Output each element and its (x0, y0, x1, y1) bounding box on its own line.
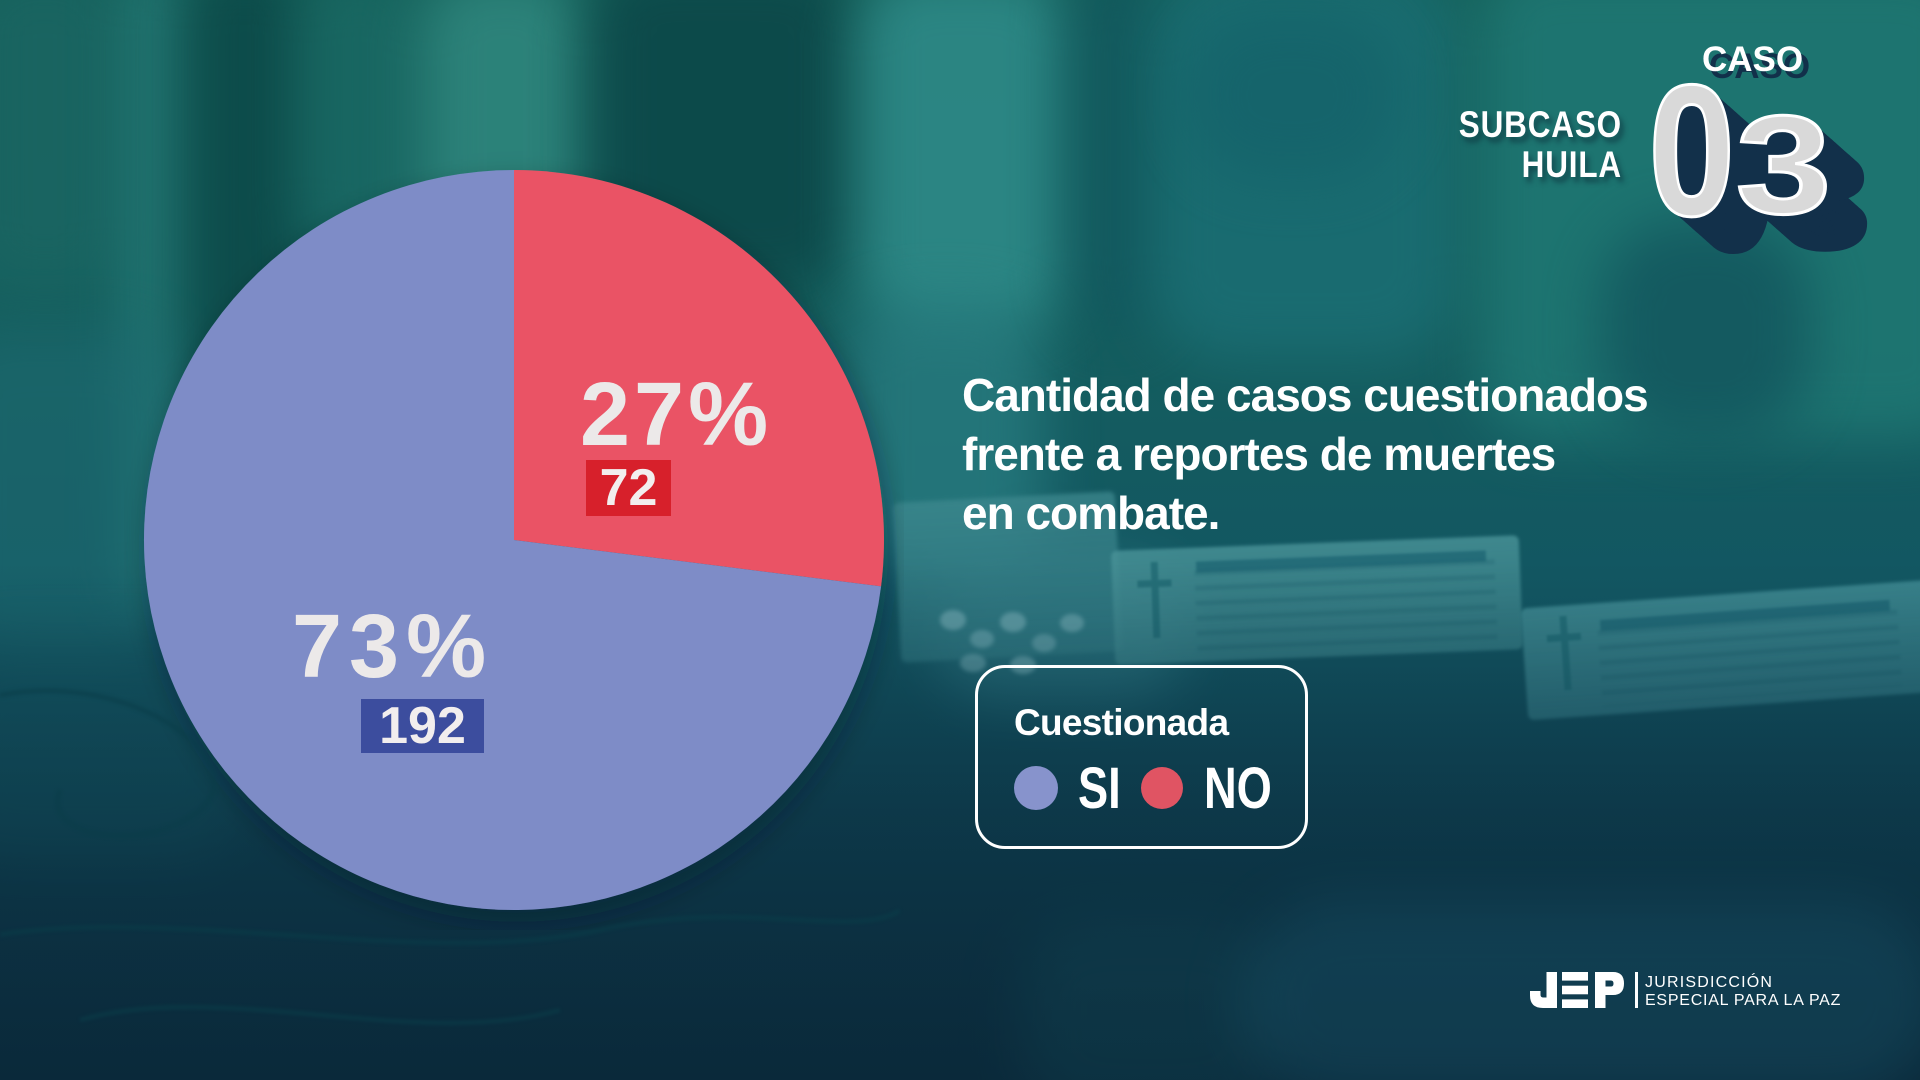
svg-text:3: 3 (1757, 106, 1853, 262)
svg-text:0: 0 (1683, 77, 1770, 280)
svg-text:3: 3 (1739, 90, 1835, 246)
svg-text:0: 0 (1666, 61, 1753, 271)
svg-text:3: 3 (1736, 87, 1832, 243)
svg-text:0: 0 (1648, 46, 1735, 256)
svg-text:0: 0 (1655, 52, 1742, 262)
svg-text:0: 0 (1673, 67, 1760, 277)
svg-text:3: 3 (1774, 121, 1870, 277)
svg-text:0: 0 (1648, 46, 1735, 256)
svg-text:3: 3 (1753, 103, 1849, 259)
svg-text:0: 0 (1669, 64, 1756, 274)
svg-text:3: 3 (1746, 96, 1842, 252)
svg-text:0: 0 (1659, 55, 1746, 265)
svg-text:3: 3 (1778, 124, 1874, 280)
svg-text:3: 3 (1750, 99, 1846, 255)
svg-text:0: 0 (1690, 83, 1777, 280)
svg-text:3: 3 (1767, 115, 1863, 271)
svg-text:JURISDICCIÓN: JURISDICCIÓN (1645, 972, 1773, 991)
svg-text:ESPECIAL PARA LA PAZ: ESPECIAL PARA LA PAZ (1645, 992, 1841, 1009)
svg-text:3: 3 (1736, 87, 1832, 243)
svg-text:3: 3 (1743, 93, 1839, 249)
svg-text:3: 3 (1764, 112, 1860, 268)
svg-text:3: 3 (1760, 109, 1856, 265)
svg-text:0: 0 (1652, 49, 1739, 259)
svg-text:0: 0 (1687, 80, 1774, 280)
svg-text:0: 0 (1680, 74, 1767, 280)
svg-text:0: 0 (1676, 70, 1763, 280)
svg-text:0: 0 (1662, 58, 1749, 268)
svg-text:3: 3 (1771, 118, 1867, 274)
